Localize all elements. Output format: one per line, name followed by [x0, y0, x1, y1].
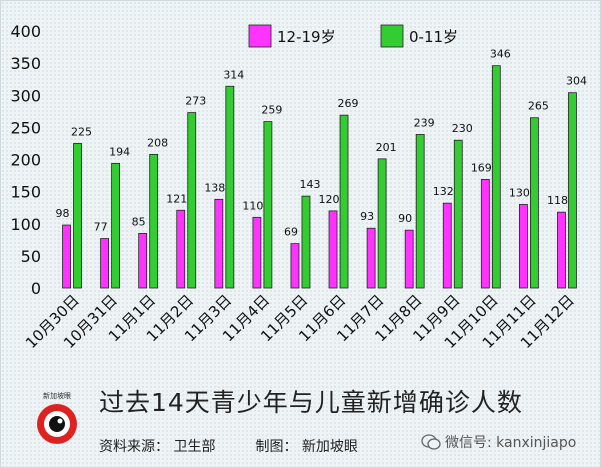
bar: [491, 65, 501, 289]
bar: [518, 204, 528, 289]
data-label: 273: [185, 95, 206, 108]
data-label: 314: [223, 68, 244, 81]
data-label: 120: [319, 193, 340, 206]
data-label: 265: [528, 100, 549, 113]
data-label: 239: [414, 116, 435, 129]
legend-label: 12-19岁: [277, 28, 336, 46]
bar: [377, 158, 387, 289]
data-label: 69: [284, 226, 298, 239]
source-label: 资料来源： 卫生部: [99, 439, 216, 455]
data-label: 130: [509, 186, 530, 199]
bar: [442, 202, 452, 289]
legend-swatch: [380, 24, 404, 48]
wechat-watermark: 微信号: kanxinjiapo: [421, 432, 576, 452]
bar: [453, 139, 463, 289]
source-line: 资料来源： 卫生部 制图： 新加坡眼: [99, 436, 358, 456]
bar: [557, 211, 566, 289]
data-label: 225: [71, 125, 92, 138]
bar: [138, 232, 148, 289]
y-tick-label: 150: [10, 183, 41, 202]
bar: [301, 195, 311, 289]
data-label: 194: [109, 145, 130, 158]
data-label: 118: [547, 194, 568, 207]
data-label: 201: [376, 141, 397, 154]
bar: [328, 210, 338, 289]
eye-logo-icon: [37, 404, 77, 444]
y-tick-label: 250: [10, 118, 41, 137]
data-label: 346: [490, 48, 511, 61]
bar: [339, 114, 349, 289]
y-tick-label: 400: [10, 22, 41, 41]
data-label: 93: [360, 210, 374, 223]
bar: [480, 179, 490, 289]
data-label: 77: [94, 221, 108, 234]
y-tick-label: 300: [10, 86, 41, 105]
bar: [415, 134, 425, 289]
legend-swatch: [248, 24, 272, 48]
data-label: 110: [242, 199, 263, 212]
data-label: 85: [132, 215, 146, 228]
bar: [263, 121, 273, 289]
bar: [404, 229, 414, 289]
data-label: 208: [147, 136, 168, 149]
y-tick-label: 50: [21, 247, 41, 266]
bar: [149, 153, 159, 289]
data-label: 138: [204, 181, 225, 194]
bar: [252, 216, 262, 289]
logo: 新加坡眼: [31, 391, 83, 447]
data-label: 269: [338, 97, 359, 110]
bar: [111, 162, 121, 289]
data-label: 230: [452, 122, 473, 135]
bar: [214, 198, 224, 289]
credit-label: 制图： 新加坡眼: [255, 439, 358, 455]
data-label: 143: [299, 178, 320, 191]
bar: [225, 85, 235, 289]
y-tick-label: 100: [10, 215, 41, 234]
data-label: 98: [56, 207, 70, 220]
data-label: 121: [166, 192, 187, 205]
bar: [62, 224, 71, 289]
y-tick-label: 0: [31, 279, 41, 298]
bar: [568, 92, 577, 289]
bar: [529, 117, 539, 289]
data-label: 304: [566, 75, 587, 88]
wechat-icon: [421, 434, 441, 450]
data-label: 259: [261, 104, 282, 117]
bar-chart: 0501001502002503003504009822510月30日77194…: [10, 22, 587, 352]
data-label: 132: [433, 185, 454, 198]
data-label: 90: [398, 212, 412, 225]
bar: [366, 227, 376, 289]
bar: [73, 143, 82, 289]
bar: [187, 112, 197, 289]
y-tick-label: 350: [10, 54, 41, 73]
legend-label: 0-11岁: [409, 28, 458, 46]
logo-text: 新加坡眼: [43, 392, 71, 400]
bar: [176, 209, 186, 289]
bar: [290, 243, 300, 289]
data-label: 169: [471, 161, 492, 174]
bar: [100, 238, 110, 289]
y-tick-label: 200: [10, 151, 41, 170]
watermark-text: 微信号: kanxinjiapo: [445, 435, 577, 451]
chart-title: 过去14天青少年与儿童新增确诊人数: [99, 388, 523, 417]
